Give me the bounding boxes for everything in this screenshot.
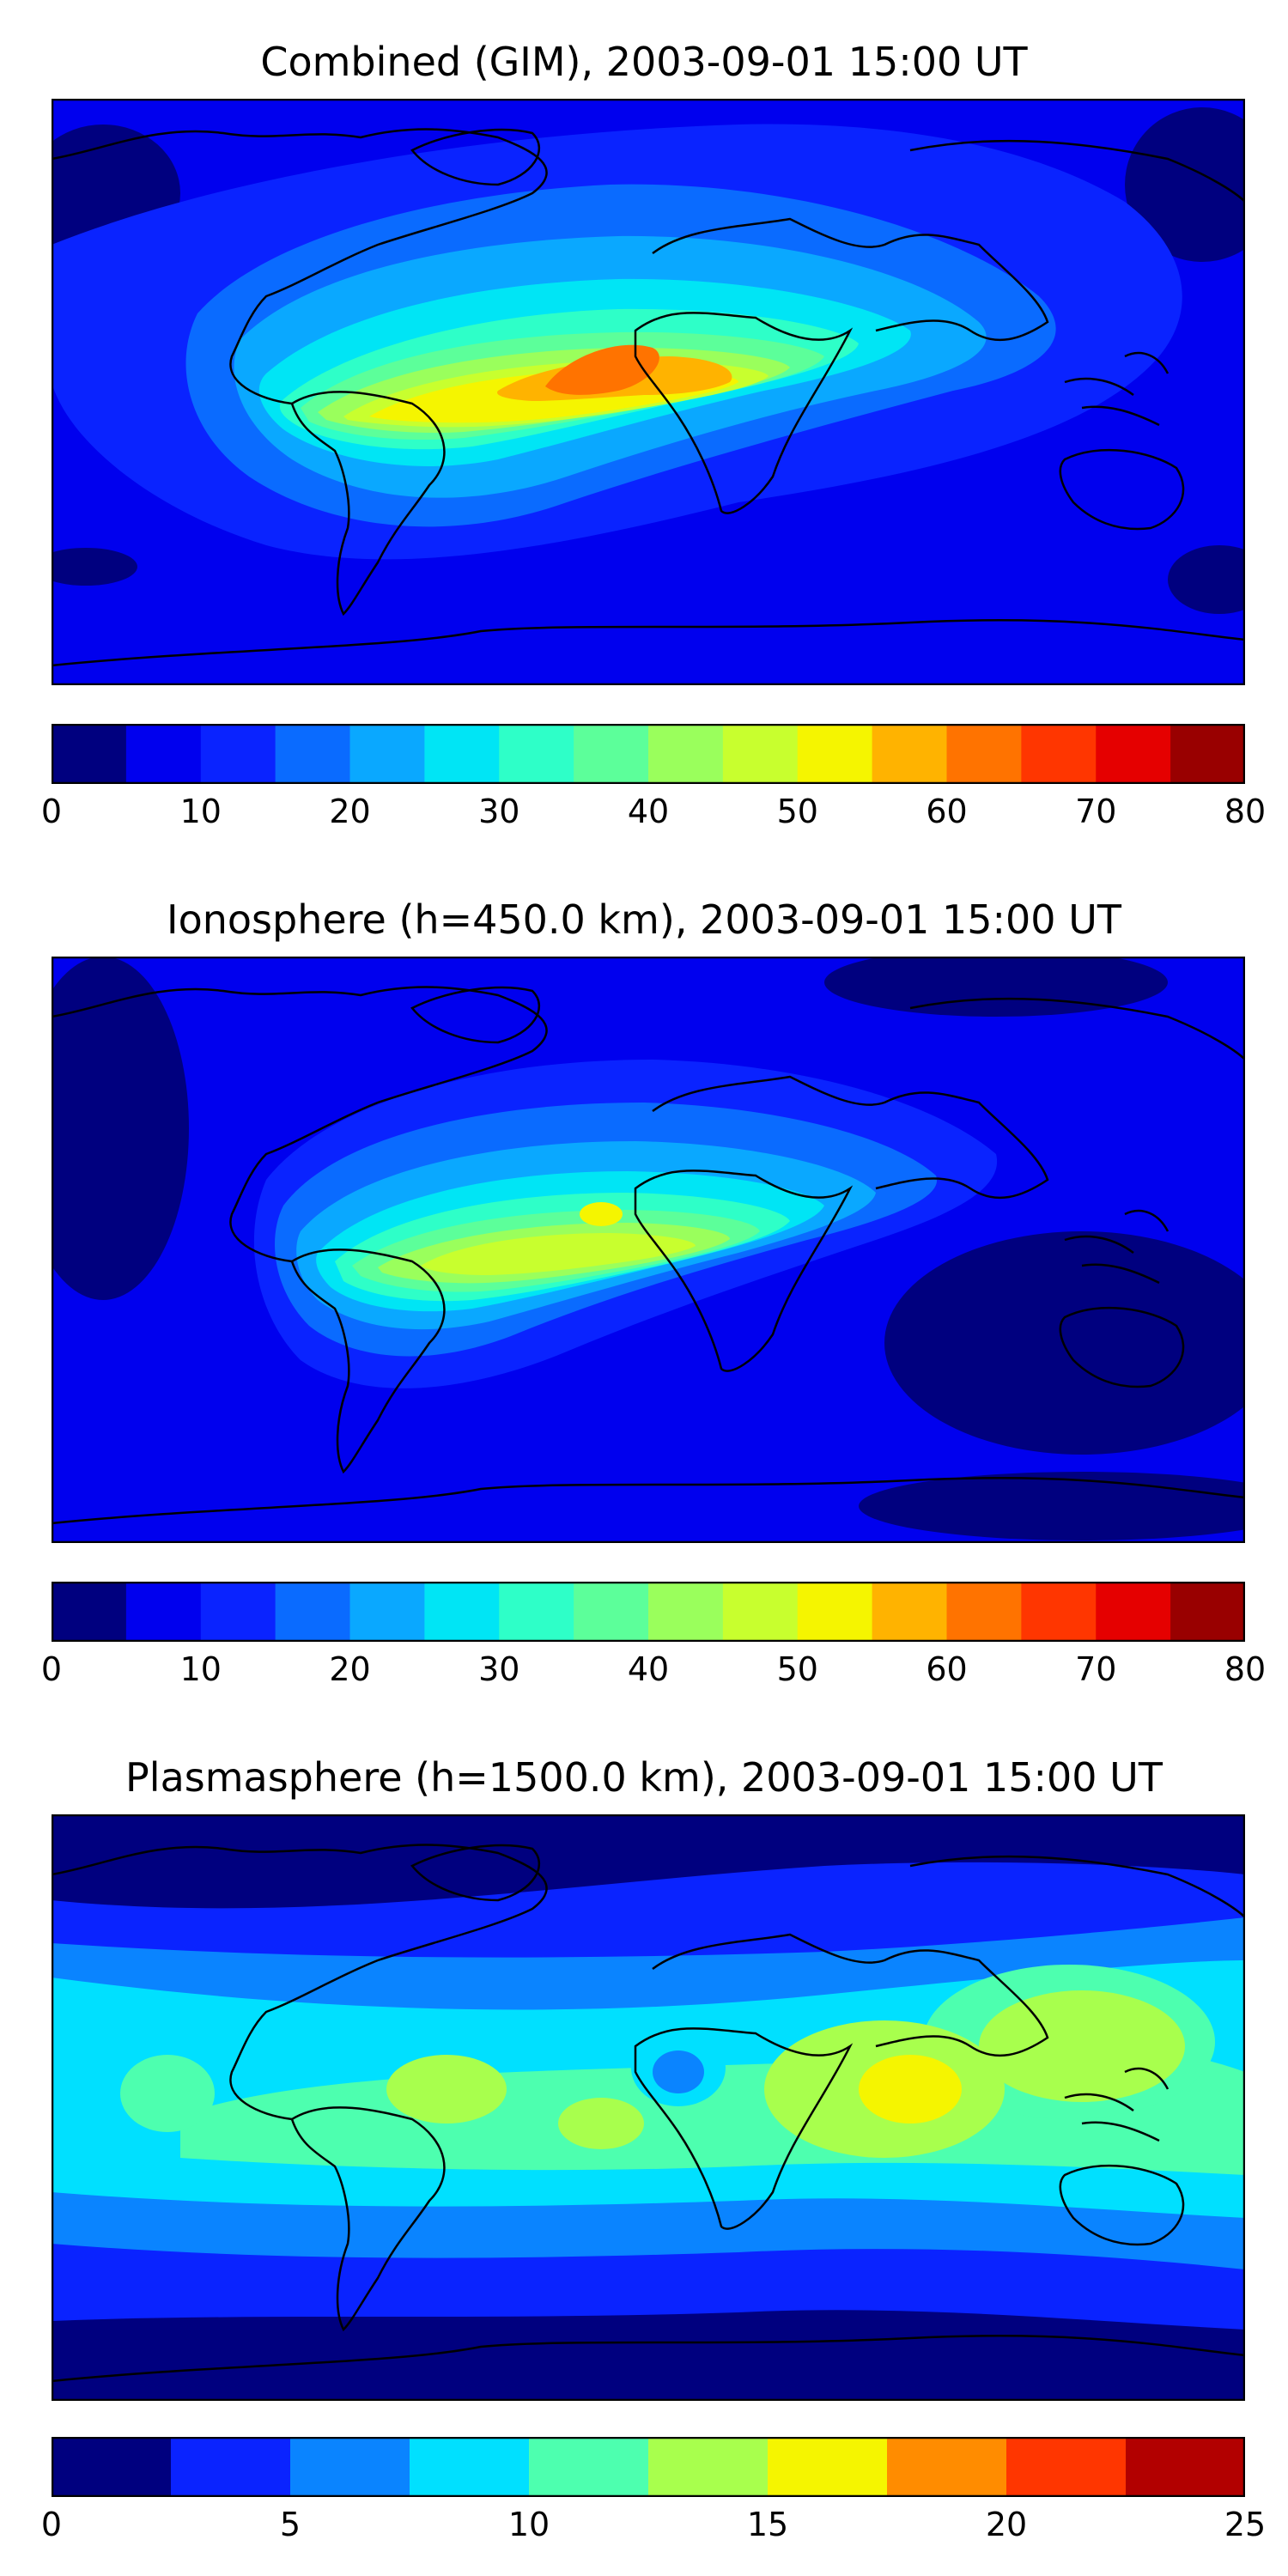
colorbar-swatch: [52, 1582, 127, 1642]
colorbar-swatch: [946, 1582, 1022, 1642]
colorbar-tick-label: 25: [1224, 2506, 1267, 2543]
coastlines: [52, 128, 1245, 667]
colorbar-tick-label: 0: [40, 1650, 63, 1688]
colorbar-swatch: [1126, 2437, 1245, 2497]
colorbar-swatch: [275, 1582, 351, 1642]
contour-level: [558, 2098, 644, 2149]
colorbar-ionosphere: [52, 1582, 1245, 1642]
colorbar-swatch: [1170, 1582, 1245, 1642]
colorbar-tick-label: 10: [179, 1650, 222, 1688]
colorbar-swatch: [648, 724, 724, 784]
colorbar-swatch: [574, 724, 649, 784]
colorbar-swatch: [722, 724, 799, 784]
colorbar-tick-label: 60: [926, 1650, 968, 1688]
contour-level: [653, 2050, 704, 2093]
tec-map-ionosphere: [52, 957, 1245, 1543]
colorbar-tick-label: 0: [40, 2506, 63, 2543]
colorbar-swatch: [499, 1582, 574, 1642]
colorbar-tick-label: 50: [776, 793, 818, 830]
colorbar-tick-label: 20: [985, 2506, 1028, 2543]
colorbar-swatch: [424, 724, 500, 784]
colorbar-swatch: [648, 2437, 769, 2497]
contour-level: [580, 1202, 623, 1226]
colorbar-swatch: [574, 1582, 649, 1642]
colorbar-swatch: [349, 1582, 425, 1642]
colorbar-swatch: [1021, 1582, 1097, 1642]
colorbar-swatch: [52, 2437, 172, 2497]
map-frame: [52, 99, 1245, 685]
colorbar-swatch: [290, 2437, 410, 2497]
tec-map-combined: [52, 99, 1245, 685]
contour-level: [824, 957, 1168, 1017]
colorbar-swatch: [797, 1582, 873, 1642]
panel-title-combined: Combined (GIM), 2003-09-01 15:00 UT: [260, 39, 1028, 85]
panel-title-ionosphere: Ionosphere (h=450.0 km), 2003-09-01 15:0…: [167, 896, 1121, 943]
contour-level: [52, 548, 137, 586]
colorbar-swatch: [529, 2437, 649, 2497]
colorbar-swatch: [887, 2437, 1007, 2497]
colorbar-swatch: [200, 1582, 276, 1642]
colorbar-swatch: [424, 1582, 500, 1642]
colorbar-tick-label: 20: [329, 793, 371, 830]
contour-level: [1168, 545, 1245, 614]
colorbar-swatch: [872, 1582, 948, 1642]
contour-level: [979, 1990, 1185, 2102]
colorbar-swatch: [410, 2437, 530, 2497]
colorbar-combined: [52, 724, 1245, 784]
colorbar-swatch: [125, 724, 202, 784]
colorbar-swatch: [349, 724, 425, 784]
colorbar-tick-label: 80: [1224, 1650, 1267, 1688]
contour-level: [386, 2055, 507, 2123]
colorbar-tick-label: 80: [1224, 793, 1267, 830]
colorbar-tick-label: 10: [507, 2506, 550, 2543]
colorbar-tick-label: 60: [926, 793, 968, 830]
colorbar-swatch: [125, 1582, 202, 1642]
colorbar-tick-label: 5: [279, 2506, 301, 2543]
contour-level: [52, 957, 189, 1300]
colorbar-tick-label: 0: [40, 793, 63, 830]
colorbar-swatch: [171, 2437, 291, 2497]
colorbar-swatch: [648, 1582, 724, 1642]
coastlines: [52, 1844, 1245, 2383]
colorbar-swatch: [1021, 724, 1097, 784]
colorbar-swatch: [52, 724, 127, 784]
colorbar-swatch: [1006, 2437, 1127, 2497]
colorbar-tick-label: 20: [329, 1650, 371, 1688]
colorbar-swatch: [768, 2437, 888, 2497]
colorbar-tick-label: 50: [776, 1650, 818, 1688]
colorbar-tick-label: 30: [478, 1650, 520, 1688]
panel-title-plasmasphere: Plasmasphere (h=1500.0 km), 2003-09-01 1…: [125, 1754, 1163, 1801]
colorbar-swatch: [1096, 1582, 1171, 1642]
map-frame: [52, 1814, 1245, 2401]
contour-level: [884, 1231, 1245, 1455]
contour-level: [421, 1233, 696, 1275]
colorbar-swatch: [797, 724, 873, 784]
colorbar-swatch: [946, 724, 1022, 784]
colorbar-swatch: [722, 1582, 799, 1642]
colorbar-swatch: [872, 724, 948, 784]
colorbar-plasmasphere: [52, 2437, 1245, 2497]
tec-map-plasmasphere: [52, 1814, 1245, 2401]
contour-level: [859, 1472, 1245, 1540]
coastlines: [52, 986, 1245, 1525]
colorbar-tick-label: 15: [746, 2506, 789, 2543]
colorbar-swatch: [499, 724, 574, 784]
colorbar-tick-label: 70: [1075, 793, 1117, 830]
contour-level: [1125, 107, 1245, 262]
contour-level: [120, 2055, 215, 2132]
colorbar-tick-label: 40: [627, 793, 670, 830]
map-frame: [52, 957, 1245, 1543]
colorbar-tick-label: 30: [478, 793, 520, 830]
colorbar-swatch: [1170, 724, 1245, 784]
contour-level: [859, 2055, 962, 2123]
colorbar-swatch: [275, 724, 351, 784]
contour-level: [545, 344, 659, 395]
colorbar-tick-label: 10: [179, 793, 222, 830]
colorbar-tick-label: 70: [1075, 1650, 1117, 1688]
colorbar-tick-label: 40: [627, 1650, 670, 1688]
colorbar-swatch: [200, 724, 276, 784]
colorbar-swatch: [1096, 724, 1171, 784]
